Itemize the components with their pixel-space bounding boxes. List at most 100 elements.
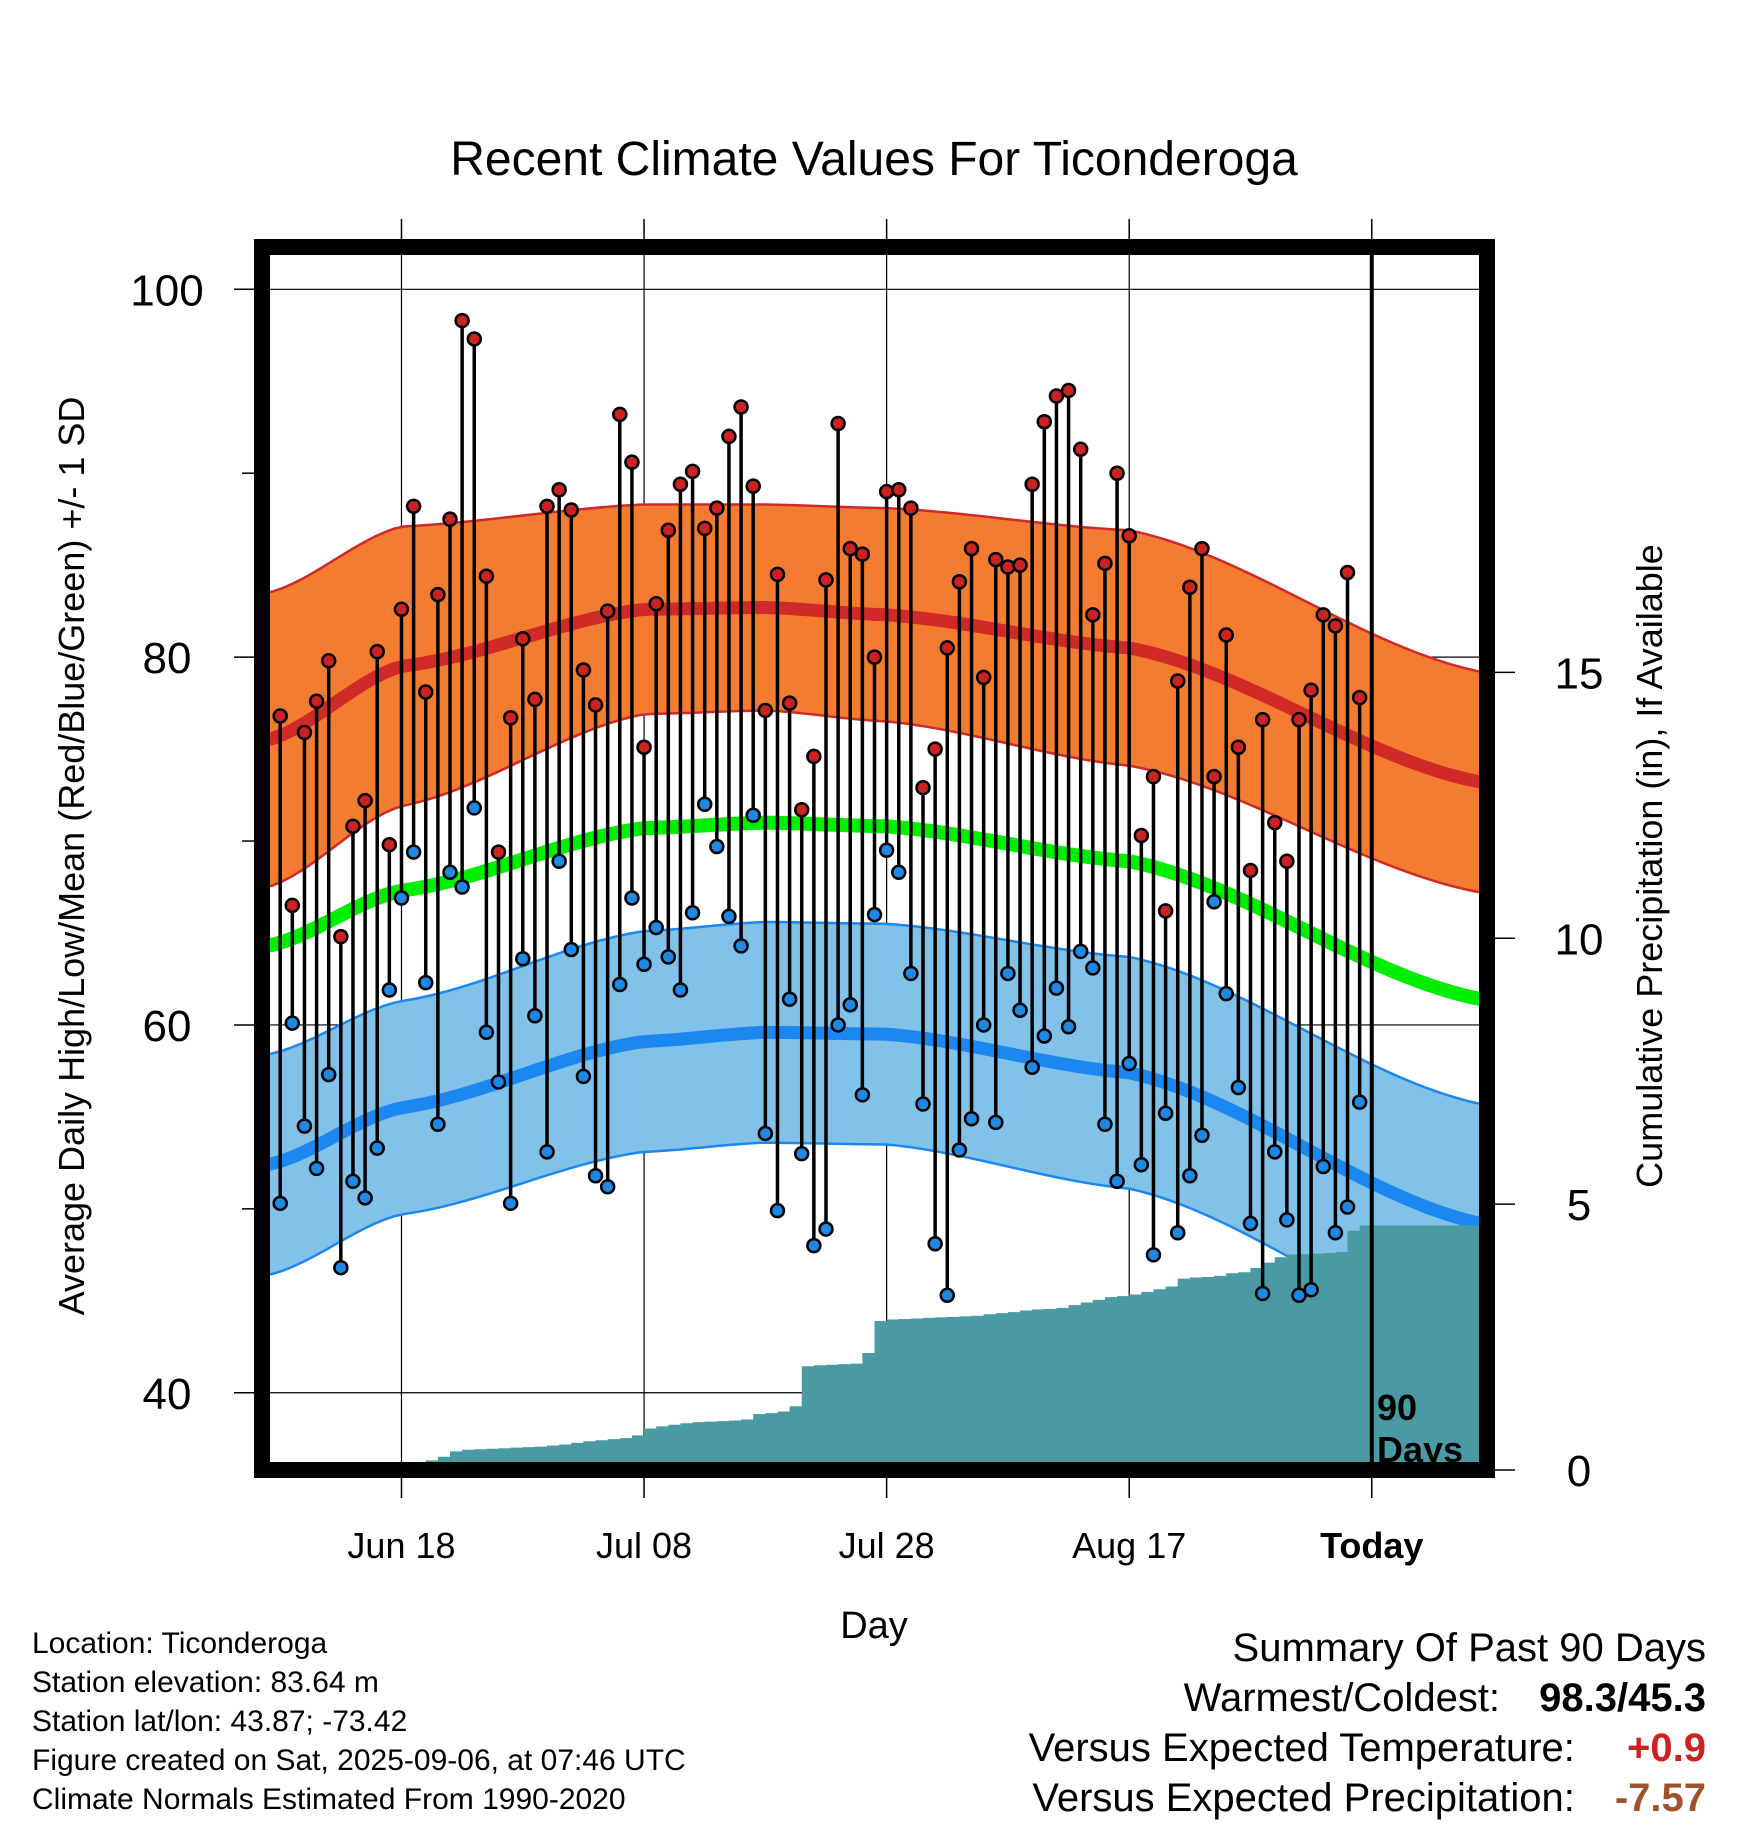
precip-label: Versus Expected Precipitation: bbox=[1032, 1776, 1575, 1820]
high-temp-point bbox=[1194, 540, 1210, 557]
high-temp-point bbox=[939, 640, 956, 656]
high-temp-point bbox=[660, 522, 677, 538]
high-temp-point bbox=[1024, 476, 1040, 492]
created-text: Figure created on Sat, 2025-09-06, at 07… bbox=[32, 1744, 686, 1777]
high-temp-point bbox=[1266, 814, 1283, 831]
high-temp-point bbox=[478, 568, 495, 584]
high-temp-point bbox=[1291, 711, 1307, 728]
y2-axis-title: Cumulative Precipitation (in), If Availa… bbox=[1629, 544, 1670, 1188]
high-temp-point bbox=[612, 406, 628, 423]
high-temp-point bbox=[381, 836, 398, 853]
low-temp-point bbox=[1012, 1002, 1028, 1018]
low-temp-point bbox=[1109, 1173, 1125, 1190]
low-temp-point bbox=[1048, 980, 1065, 996]
low-temp-point bbox=[1291, 1287, 1307, 1304]
low-temp-point bbox=[951, 1142, 968, 1158]
high-upper-sd-line bbox=[262, 503, 1487, 674]
high-temp-point bbox=[539, 498, 555, 515]
low-temp-point bbox=[1230, 1079, 1247, 1096]
y2-tick-label: 15 bbox=[1555, 649, 1604, 698]
high-temp-point bbox=[1097, 555, 1113, 572]
high-temp-point bbox=[1036, 413, 1053, 430]
low-temp-point bbox=[284, 1015, 301, 1031]
low-temp-point bbox=[575, 1068, 592, 1085]
low-temp-point bbox=[442, 864, 458, 881]
low-temp-point bbox=[1097, 1116, 1113, 1132]
high-temp-point bbox=[466, 331, 483, 347]
high-temp-point bbox=[1254, 711, 1271, 728]
low-temp-point bbox=[745, 807, 761, 824]
high-temp-point bbox=[721, 428, 737, 445]
high-temp-point bbox=[417, 684, 434, 700]
summary-precip-row: Versus Expected Precipitation: -7.57 bbox=[1032, 1778, 1706, 1818]
high-temp-point bbox=[1242, 862, 1259, 879]
low-band bbox=[262, 922, 1487, 1344]
low-temp-point bbox=[357, 1190, 373, 1206]
precip-value: -7.57 bbox=[1614, 1776, 1706, 1820]
high-temp-point bbox=[357, 792, 373, 809]
low-temp-point bbox=[1145, 1247, 1162, 1263]
high-temp-point bbox=[490, 844, 507, 860]
precipitation-area bbox=[280, 1225, 1487, 1470]
x-tick-label: Jul 08 bbox=[596, 1525, 692, 1566]
high-temp-point bbox=[563, 502, 580, 518]
high-temp-point bbox=[442, 511, 458, 527]
high-temp-point bbox=[1315, 607, 1332, 623]
low-temp-point bbox=[866, 906, 883, 923]
low-temp-point bbox=[587, 1167, 604, 1184]
high-temp-point bbox=[806, 748, 822, 765]
summary-title: Summary Of Past 90 Days bbox=[1232, 1626, 1706, 1670]
latlon-text: Station lat/lon: 43.87; -73.42 bbox=[32, 1705, 408, 1738]
low-temp-point bbox=[1303, 1282, 1319, 1298]
low-upper-sd-line bbox=[262, 920, 1487, 1106]
low-temp-point bbox=[405, 844, 422, 860]
high-temp-point bbox=[1072, 441, 1089, 458]
high-temp-point bbox=[1157, 903, 1174, 919]
y-axis-title: Average Daily High/Low/Mean (Red/Blue/Gr… bbox=[51, 397, 92, 1316]
low-temp-point bbox=[612, 976, 628, 993]
high-temp-point bbox=[1218, 627, 1234, 643]
low-temp-point bbox=[502, 1195, 519, 1212]
high-temp-point bbox=[515, 630, 531, 647]
low-temp-point bbox=[1218, 985, 1234, 1002]
x-tick-label: Aug 17 bbox=[1072, 1525, 1186, 1566]
high-temp-point bbox=[551, 482, 567, 498]
daily-points bbox=[272, 312, 1368, 1304]
low-normal-line bbox=[262, 1025, 1487, 1231]
plot-border bbox=[254, 239, 1495, 1478]
low-temp-point bbox=[1194, 1127, 1210, 1144]
low-temp-point bbox=[527, 1007, 543, 1024]
high-temp-point bbox=[696, 520, 713, 537]
high-temp-point bbox=[1121, 527, 1137, 544]
high-temp-point bbox=[1182, 579, 1198, 595]
low-temp-point bbox=[891, 864, 907, 881]
low-temp-point bbox=[551, 853, 567, 870]
high-temp-point bbox=[296, 724, 313, 741]
low-temp-point bbox=[903, 965, 919, 982]
high-temp-point bbox=[672, 476, 689, 492]
high-temp-point bbox=[1327, 618, 1344, 634]
high-temp-point bbox=[1133, 827, 1150, 844]
low-temp-point bbox=[563, 941, 580, 958]
low-temp-point bbox=[539, 1144, 555, 1160]
high-temp-point bbox=[454, 312, 470, 329]
high-temp-point bbox=[345, 818, 361, 835]
high-temp-point bbox=[1060, 382, 1077, 399]
low-temp-point bbox=[709, 838, 725, 855]
low-temp-point bbox=[308, 1160, 325, 1177]
high-temp-point bbox=[575, 662, 592, 678]
high-temp-point bbox=[1279, 853, 1295, 870]
y-tick-label: 60 bbox=[143, 1002, 192, 1051]
chart-title: Recent Climate Values For Ticonderoga bbox=[450, 133, 1298, 186]
high-temp-point bbox=[866, 649, 883, 665]
y-tick-label: 80 bbox=[143, 634, 192, 683]
high-temp-point bbox=[320, 653, 337, 669]
high-temp-point bbox=[502, 710, 519, 726]
low-temp-point bbox=[381, 982, 398, 998]
high-temp-point bbox=[988, 551, 1004, 568]
low-temp-point bbox=[1169, 1225, 1186, 1241]
low-temp-point bbox=[1315, 1158, 1332, 1175]
low-temp-point bbox=[466, 800, 483, 816]
low-temp-point bbox=[648, 919, 664, 936]
summary-temp-row: Versus Expected Temperature: +0.9 bbox=[1029, 1728, 1706, 1768]
